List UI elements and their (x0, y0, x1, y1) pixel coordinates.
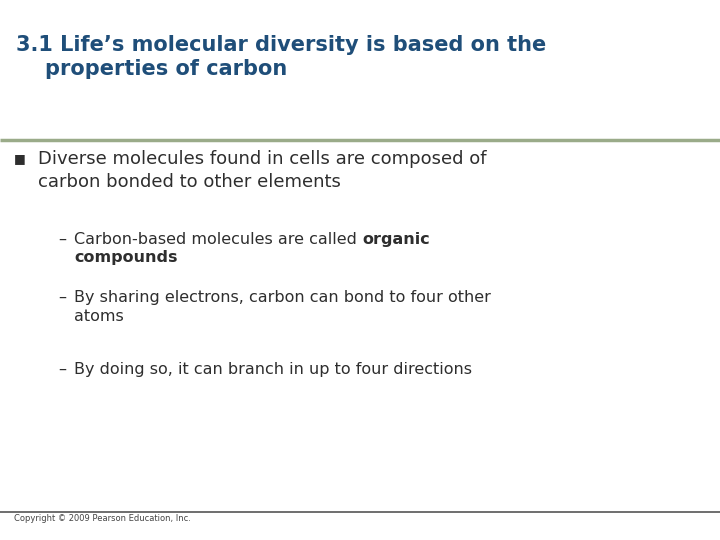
Text: Copyright © 2009 Pearson Education, Inc.: Copyright © 2009 Pearson Education, Inc. (14, 514, 191, 523)
Text: organic: organic (362, 232, 430, 247)
Text: compounds: compounds (74, 250, 178, 265)
Text: ■: ■ (14, 152, 26, 165)
Text: –: – (58, 232, 66, 247)
Text: Diverse molecules found in cells are composed of
carbon bonded to other elements: Diverse molecules found in cells are com… (38, 150, 487, 191)
Text: By doing so, it can branch in up to four directions: By doing so, it can branch in up to four… (74, 362, 472, 377)
Text: –: – (58, 362, 66, 377)
Text: 3.1 Life’s molecular diversity is based on the
    properties of carbon: 3.1 Life’s molecular diversity is based … (16, 35, 546, 79)
Text: By sharing electrons, carbon can bond to four other
atoms: By sharing electrons, carbon can bond to… (74, 290, 491, 324)
Text: –: – (58, 290, 66, 305)
Text: Carbon-based molecules are called: Carbon-based molecules are called (74, 232, 362, 247)
